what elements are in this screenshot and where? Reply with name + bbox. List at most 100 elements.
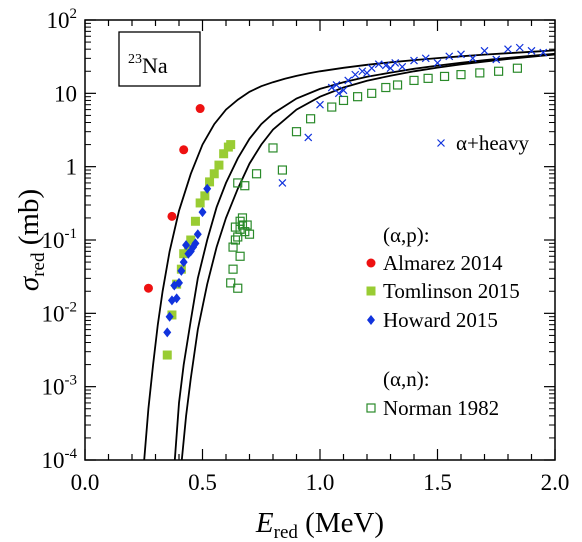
- x-axis-label: Ered (MeV): [255, 507, 384, 542]
- x-axis-label-unit: (MeV): [298, 507, 384, 539]
- data-point-heavy: [351, 70, 360, 79]
- legend-title-alpha-n: (α,n):: [383, 367, 430, 391]
- data-point-tomlinson-2015: [200, 191, 210, 201]
- data-point-heavy: [515, 43, 524, 52]
- data-point-norman-1982: [392, 80, 403, 90]
- y-tick-label: 10-4: [42, 446, 78, 473]
- data-point-norman-1982: [251, 169, 262, 179]
- y-tick-label: 10-3: [42, 373, 78, 400]
- legend-marker-alpha-heavy: [437, 139, 445, 147]
- data-point-howard-2015: [177, 265, 186, 276]
- data-point-norman-1982: [226, 278, 236, 288]
- data-point-heavy: [381, 61, 390, 70]
- data-point-heavy: [316, 100, 324, 109]
- y-tick-label: 10: [54, 81, 77, 106]
- x-axis-label-main: E: [255, 507, 274, 539]
- data-point-norman-1982: [381, 82, 391, 93]
- model-curves: [143, 49, 555, 460]
- data-point-heavy: [504, 45, 512, 54]
- alpha-heavy-label-text: α+heavy: [456, 131, 529, 155]
- data-point-heavy: [527, 46, 536, 55]
- data-point-heavy: [410, 56, 418, 65]
- data-point-almarez-2014: [167, 211, 177, 221]
- data-point-norman-1982: [439, 71, 450, 82]
- data-point-norman-1982: [268, 143, 278, 153]
- data-point-norman-1982: [475, 68, 485, 78]
- data-point-tomlinson-2015: [205, 177, 215, 187]
- x-tick-label: 2.0: [541, 470, 570, 495]
- axis-ticks: [84, 19, 556, 461]
- data-point-tomlinson-2015: [162, 350, 172, 360]
- y-axis-label-unit: (mb): [13, 189, 45, 253]
- data-point-heavy: [334, 89, 343, 98]
- nucleus-label: 23Na: [118, 31, 201, 87]
- data-point-heavy: [445, 52, 454, 61]
- legend-marker-tomlinson: [366, 286, 376, 296]
- data-point-norman-1982: [237, 213, 248, 223]
- data-point-heavy: [468, 54, 477, 63]
- data-point-tomlinson-2015: [179, 249, 189, 259]
- x-axis-label-sub: red: [274, 522, 299, 542]
- data-point-howard-2015: [175, 277, 183, 288]
- data-point-norman-1982: [237, 220, 248, 230]
- data-point-heavy: [421, 54, 430, 63]
- data-point-heavy: [492, 55, 501, 64]
- data-point-heavy: [358, 67, 367, 76]
- data-point-heavy: [457, 50, 465, 59]
- data-point-norman-1982: [327, 102, 337, 112]
- y-tick-label: 102: [47, 6, 78, 33]
- data-point-heavy: [327, 83, 336, 92]
- legend-markers: [366, 258, 376, 413]
- data-point-norman-1982: [240, 181, 250, 191]
- data-point-almarez-2014: [143, 283, 153, 293]
- model-curve-1: [143, 49, 555, 460]
- data-point-howard-2015: [203, 183, 212, 194]
- data-point-heavy: [480, 46, 489, 55]
- data-point-norman-1982: [277, 165, 287, 175]
- data-point-tomlinson-2015: [226, 140, 236, 150]
- data-point-norman-1982: [456, 70, 466, 80]
- data-point-tomlinson-2015: [186, 235, 196, 245]
- alpha-heavy-legend-marker: [437, 139, 445, 147]
- data-point-heavy: [367, 64, 376, 73]
- data-point-norman-1982: [423, 73, 433, 83]
- data-point-tomlinson-2015: [214, 160, 224, 170]
- x-tick-label: 0.5: [188, 470, 217, 495]
- nucleus-label-text: 23Na: [128, 52, 168, 78]
- y-axis-label-sub: red: [28, 252, 49, 277]
- data-point-howard-2015: [179, 257, 188, 268]
- legend-label-tomlinson: Tomlinson 2015: [383, 279, 520, 303]
- data-point-norman-1982: [230, 222, 240, 232]
- legend-label-howard: Howard 2015: [383, 308, 498, 332]
- data-point-heavy: [304, 133, 313, 142]
- legend-title-alpha-p: (α,p):: [383, 223, 430, 247]
- data-point-norman-1982: [306, 114, 316, 124]
- data-point-norman-1982: [353, 92, 363, 102]
- data-points: [143, 43, 548, 360]
- legend-marker-norman: [366, 403, 376, 413]
- data-point-norman-1982: [367, 88, 377, 98]
- nucleus-label-box: [118, 31, 201, 87]
- data-point-heavy: [332, 81, 341, 89]
- alpha-heavy-label: α+heavy: [437, 131, 529, 155]
- data-point-howard-2015: [198, 207, 207, 218]
- data-point-heavy: [339, 86, 348, 95]
- data-point-norman-1982: [235, 251, 245, 261]
- data-point-norman-1982: [242, 220, 252, 230]
- data-point-tomlinson-2015: [219, 149, 229, 159]
- data-point-tomlinson-2015: [195, 198, 205, 208]
- legend-marker-howard: [367, 315, 375, 325]
- data-point-norman-1982: [240, 227, 250, 237]
- data-point-almarez-2014: [179, 145, 189, 155]
- legend-label-norman: Norman 1982: [383, 396, 499, 420]
- data-point-norman-1982: [409, 75, 419, 86]
- data-point-norman-1982: [291, 127, 302, 137]
- data-point-howard-2015: [163, 327, 172, 338]
- y-axis-label-main: σ: [13, 275, 45, 291]
- data-point-heavy: [539, 48, 548, 57]
- data-point-howard-2015: [191, 238, 200, 249]
- data-point-howard-2015: [182, 240, 191, 251]
- model-curve-3: [180, 53, 555, 460]
- data-point-heavy: [278, 179, 287, 187]
- x-tick-label: 1.0: [306, 470, 335, 495]
